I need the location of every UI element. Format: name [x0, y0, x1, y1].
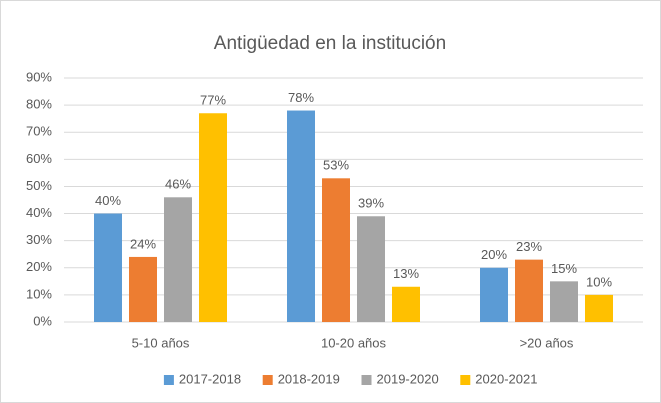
- bar: [585, 294, 613, 322]
- data-label: 23%: [516, 239, 542, 254]
- data-label: 24%: [130, 236, 156, 251]
- legend-label: 2019-2020: [377, 371, 439, 386]
- data-label: 78%: [288, 90, 314, 105]
- y-tick-label: 10%: [26, 286, 52, 301]
- legend-label: 2018-2019: [278, 371, 340, 386]
- bar: [94, 213, 122, 322]
- y-tick-label: 30%: [26, 232, 52, 247]
- y-tick-label: 70%: [26, 124, 52, 139]
- data-label: 46%: [165, 177, 191, 192]
- bar: [515, 259, 543, 322]
- y-tick-label: 40%: [26, 205, 52, 220]
- y-tick-label: 90%: [26, 69, 52, 84]
- data-label: 15%: [551, 261, 577, 276]
- data-label: 13%: [393, 266, 419, 281]
- data-label: 40%: [95, 193, 121, 208]
- y-tick-label: 0%: [33, 313, 52, 328]
- bar: [129, 256, 157, 322]
- data-label: 39%: [358, 196, 384, 211]
- data-label: 20%: [481, 247, 507, 262]
- bar: [322, 178, 350, 322]
- y-tick-label: 80%: [26, 97, 52, 112]
- legend-swatch: [361, 375, 372, 385]
- y-tick-label: 20%: [26, 259, 52, 274]
- data-label: 77%: [200, 93, 226, 108]
- y-tick-label: 50%: [26, 178, 52, 193]
- chart-title: Antigüedad en la institución: [214, 33, 446, 54]
- x-tick-label: 10-20 años: [321, 335, 387, 350]
- data-label: 53%: [323, 158, 349, 173]
- legend-swatch: [262, 375, 273, 385]
- legend-swatch: [163, 375, 174, 385]
- y-tick-label: 60%: [26, 151, 52, 166]
- x-tick-label: >20 años: [520, 335, 574, 350]
- bar: [392, 286, 420, 322]
- x-tick-label: 5-10 años: [132, 335, 190, 350]
- bar: [287, 110, 315, 323]
- bar: [199, 113, 227, 322]
- bar: [480, 267, 508, 322]
- bar: [164, 197, 192, 322]
- legend-label: 2020-2021: [475, 371, 537, 386]
- legend-swatch: [460, 375, 471, 385]
- bar: [357, 216, 385, 322]
- bar: [550, 281, 578, 322]
- legend-label: 2017-2018: [179, 371, 241, 386]
- data-label: 10%: [586, 274, 612, 289]
